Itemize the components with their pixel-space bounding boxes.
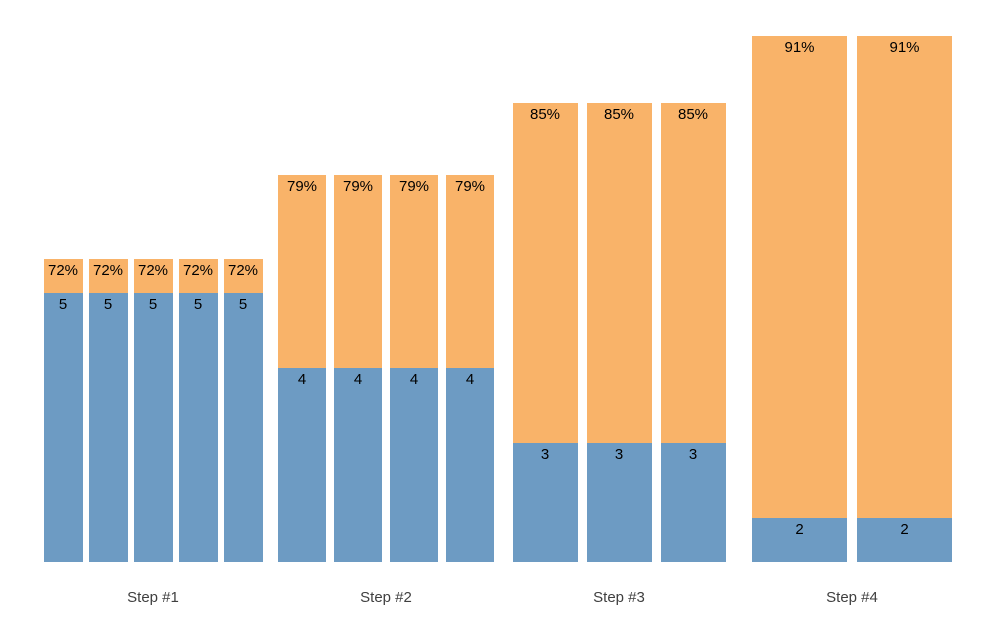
count-segment: 2 [752,518,847,562]
count-segment: 2 [857,518,952,562]
percentage-segment: 85% [660,103,726,443]
count-label: 5 [103,296,113,313]
percentage-label: 85% [603,106,635,123]
count-label: 2 [900,521,909,538]
count-segment: 3 [660,443,726,562]
count-label: 4 [465,371,475,388]
percentage-label: 72% [137,262,169,279]
percentage-segment: 72% [133,259,173,293]
percentage-label: 79% [286,178,318,195]
percentage-label: 79% [342,178,374,195]
bar-group-step-2: 79% 4 79% 4 79% 4 79% 4 [278,175,494,562]
percentage-segment: 85% [512,103,578,443]
count-label: 2 [795,521,804,538]
percentage-segment: 79% [390,175,438,368]
percentage-segment: 79% [278,175,326,368]
category-label: Step #1 [127,589,179,606]
bar: 72% 5 [133,259,173,562]
count-segment: 3 [586,443,652,562]
bar-group-step-3: 85% 3 85% 3 85% 3 [512,103,726,562]
bar: 85% 3 [660,103,726,562]
bar: 72% 5 [223,259,263,562]
bar: 79% 4 [334,175,382,562]
count-segment: 4 [390,368,438,562]
count-label: 3 [688,446,698,463]
percentage-segment: 72% [178,259,218,293]
count-label: 5 [238,296,248,313]
bar: 79% 4 [446,175,494,562]
bar: 72% 5 [43,259,83,562]
percentage-label: 91% [784,39,815,56]
percentage-label: 91% [889,39,920,56]
percentage-label: 72% [227,262,259,279]
count-label: 4 [297,371,307,388]
category-label: Step #4 [826,589,878,606]
percentage-label: 72% [182,262,214,279]
bar: 91% 2 [752,36,847,562]
percentage-label: 72% [92,262,124,279]
bar: 91% 2 [857,36,952,562]
percentage-label: 79% [398,178,430,195]
count-label: 4 [409,371,419,388]
percentage-label: 79% [454,178,486,195]
count-label: 3 [540,446,550,463]
count-label: 4 [353,371,363,388]
percentage-segment: 85% [586,103,652,443]
count-label: 5 [193,296,203,313]
bar: 85% 3 [586,103,652,562]
percentage-segment: 91% [857,36,952,518]
count-segment: 3 [512,443,578,562]
percentage-segment: 72% [223,259,263,293]
count-segment: 5 [88,293,128,562]
percentage-label: 72% [47,262,79,279]
percentage-segment: 79% [334,175,382,368]
count-segment: 5 [178,293,218,562]
count-segment: 4 [334,368,382,562]
bar: 79% 4 [278,175,326,562]
count-label: 5 [148,296,158,313]
count-segment: 5 [43,293,83,562]
percentage-segment: 72% [43,259,83,293]
percentage-segment: 79% [446,175,494,368]
count-label: 5 [58,296,68,313]
count-segment: 5 [133,293,173,562]
count-segment: 5 [223,293,263,562]
percentage-segment: 91% [752,36,847,518]
bar: 72% 5 [88,259,128,562]
count-label: 3 [614,446,624,463]
bar: 79% 4 [390,175,438,562]
count-segment: 4 [278,368,326,562]
bar-group-step-4: 91% 2 91% 2 [752,36,952,562]
count-segment: 4 [446,368,494,562]
category-label: Step #2 [360,589,412,606]
bar: 72% 5 [178,259,218,562]
percentage-segment: 72% [88,259,128,293]
percentage-label: 85% [529,106,561,123]
bar-group-step-1: 72% 5 72% 5 72% 5 72% 5 72% 5 [43,259,263,562]
category-label: Step #3 [593,589,645,606]
bar: 85% 3 [512,103,578,562]
percentage-label: 85% [677,106,709,123]
